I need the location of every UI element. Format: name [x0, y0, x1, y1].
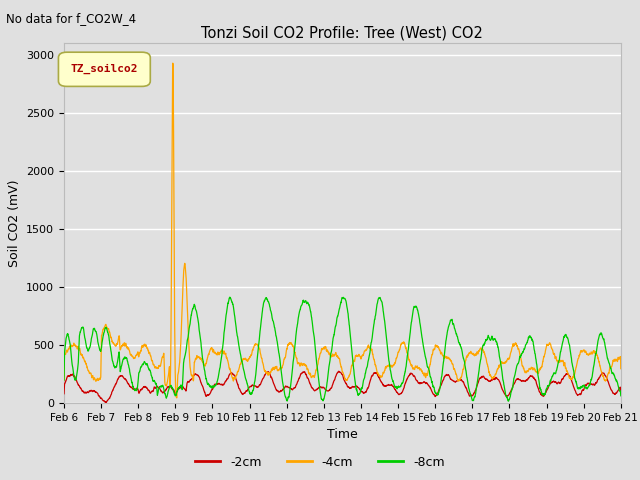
- Title: Tonzi Soil CO2 Profile: Tree (West) CO2: Tonzi Soil CO2 Profile: Tree (West) CO2: [202, 25, 483, 41]
- Text: TZ_soilco2: TZ_soilco2: [70, 64, 138, 74]
- Text: No data for f_CO2W_4: No data for f_CO2W_4: [6, 12, 136, 25]
- X-axis label: Time: Time: [327, 429, 358, 442]
- Legend: -2cm, -4cm, -8cm: -2cm, -4cm, -8cm: [190, 451, 450, 474]
- Y-axis label: Soil CO2 (mV): Soil CO2 (mV): [8, 180, 20, 267]
- FancyBboxPatch shape: [58, 52, 150, 86]
